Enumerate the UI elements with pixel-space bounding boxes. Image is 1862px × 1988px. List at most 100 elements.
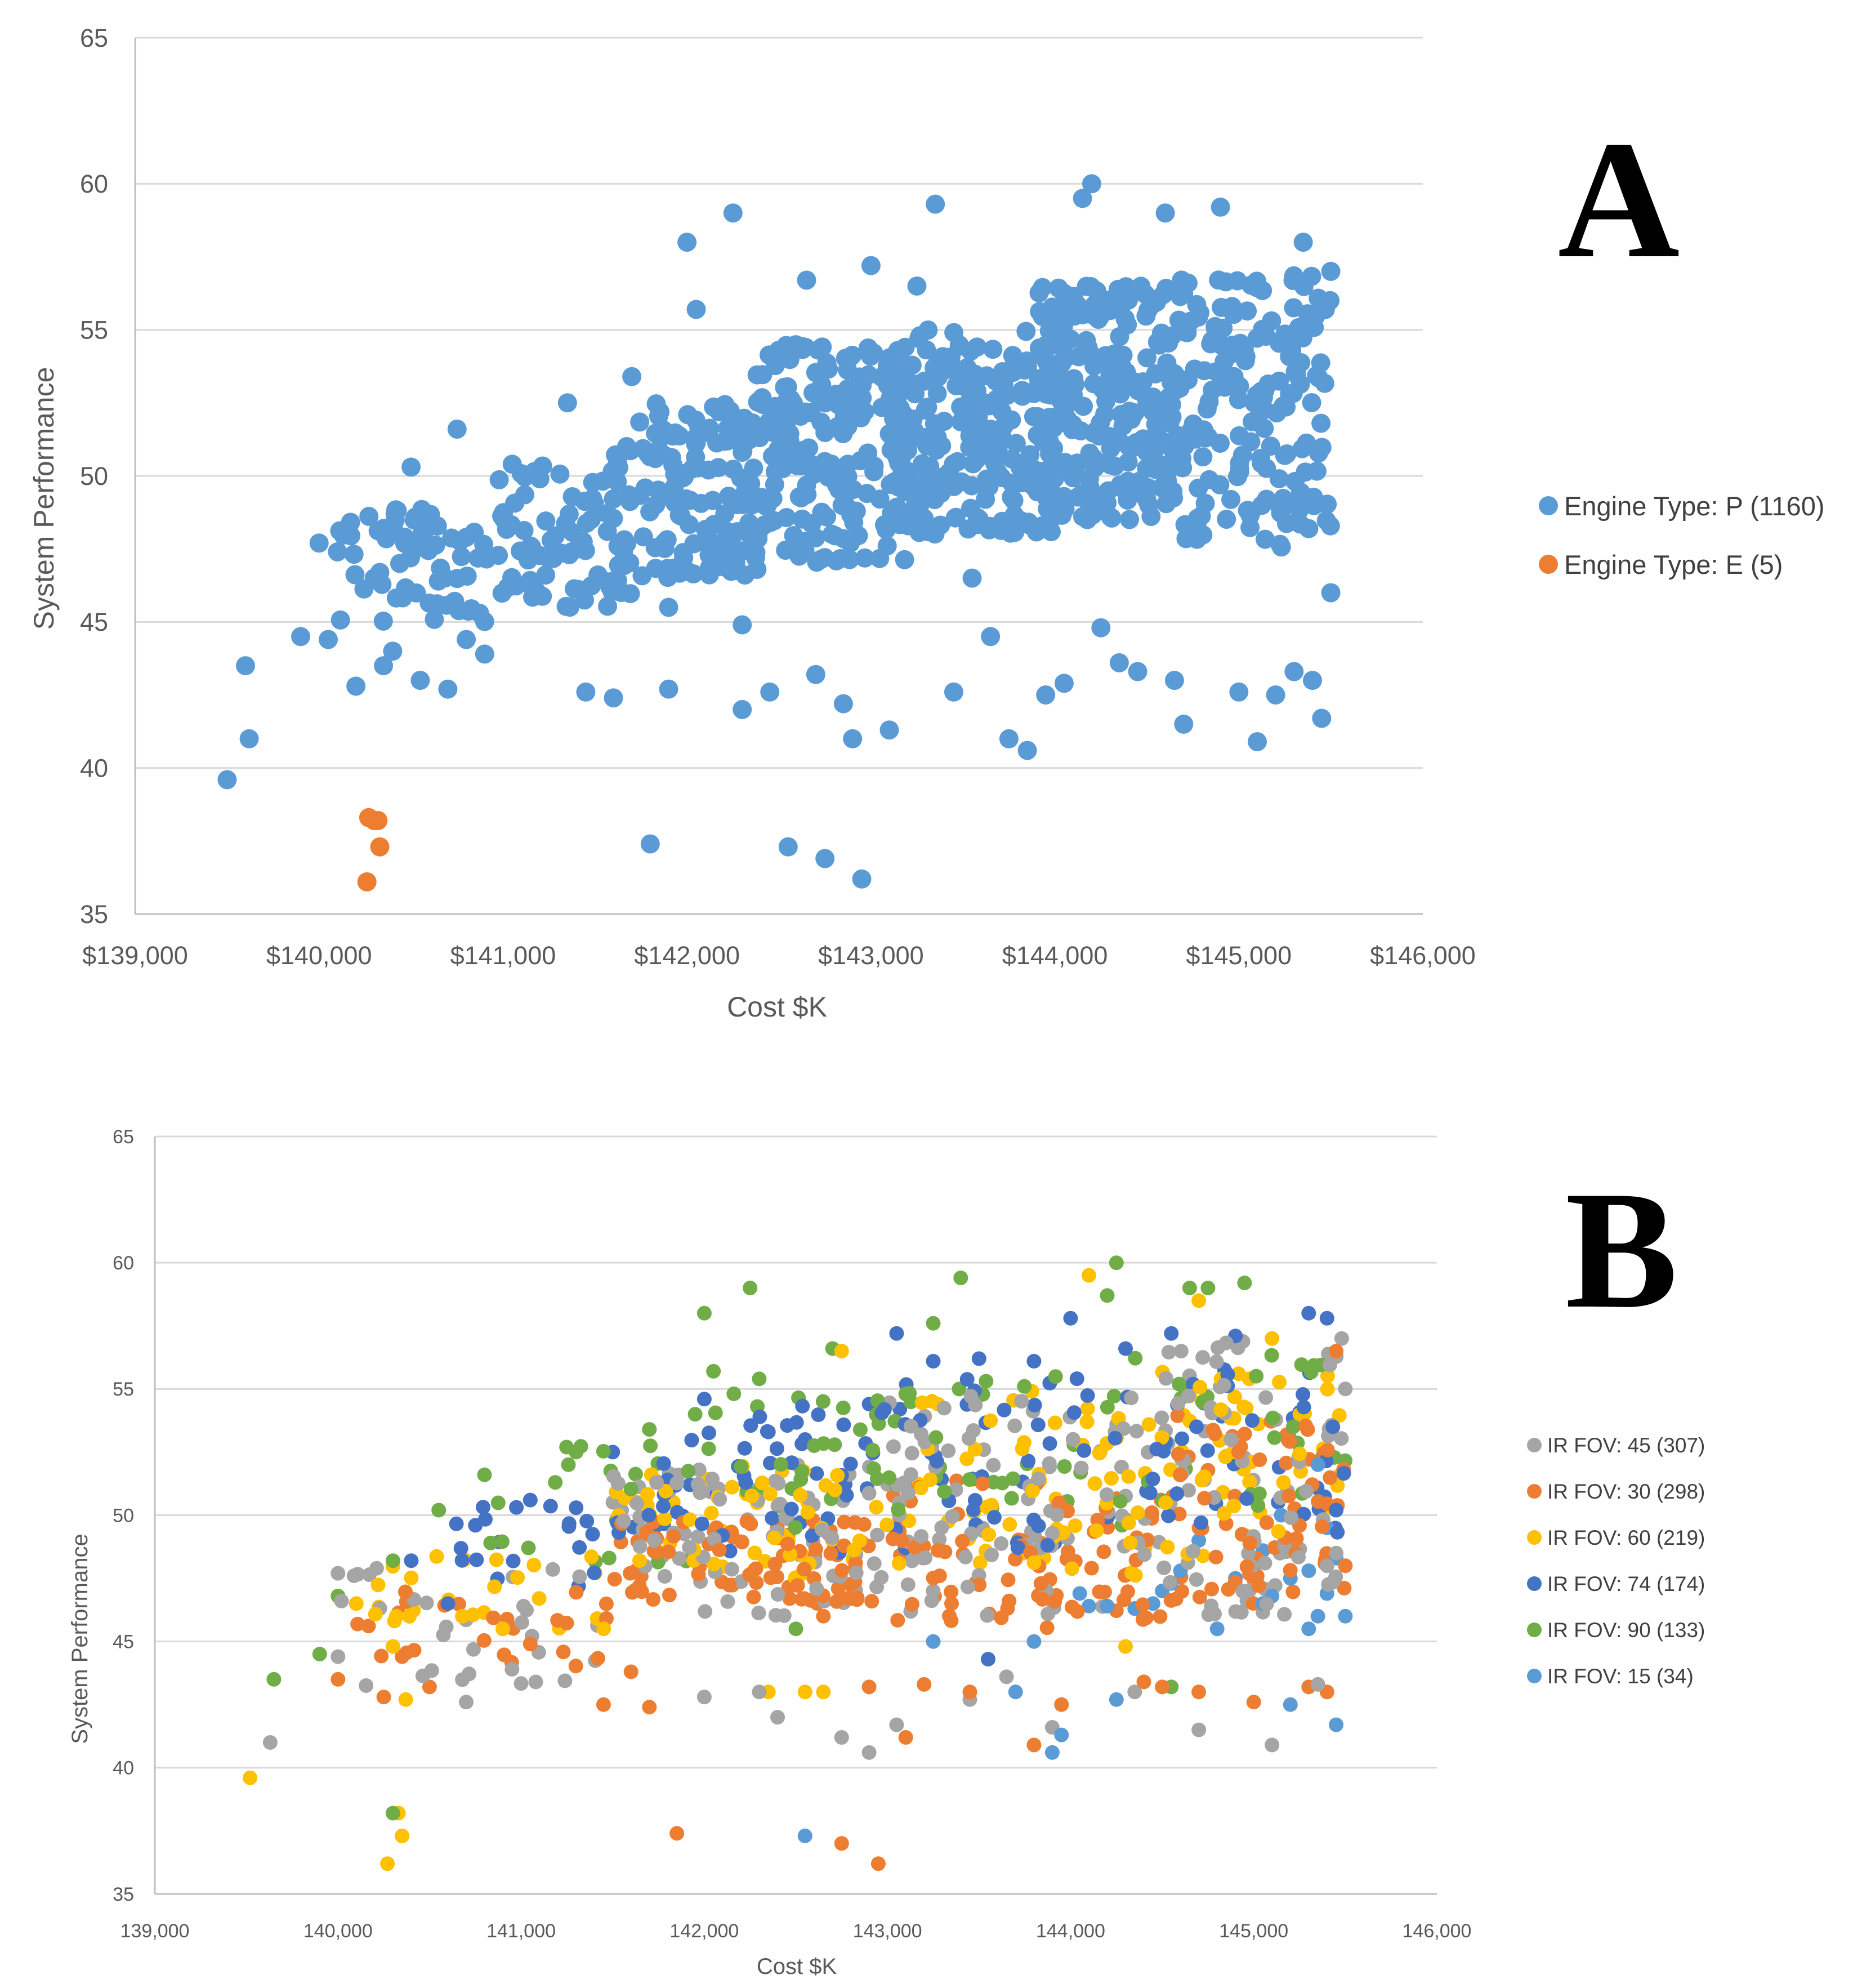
data-point: [1077, 331, 1096, 350]
legend-label: IR FOV: 15 (34): [1547, 1665, 1694, 1688]
data-point: [1025, 1483, 1040, 1499]
data-point: [1320, 291, 1340, 310]
data-point: [914, 1395, 930, 1410]
data-point: [765, 511, 784, 531]
data-point: [475, 612, 494, 631]
data-point: [459, 1695, 474, 1710]
data-point: [698, 523, 717, 542]
legend-item[interactable]: IR FOV: 74 (174): [1527, 1572, 1705, 1595]
data-point: [1192, 1589, 1207, 1604]
data-point: [1283, 1563, 1298, 1578]
data-point: [515, 467, 535, 487]
data-point: [1047, 1594, 1062, 1609]
data-point: [765, 462, 785, 482]
legend-label: IR FOV: 30 (298): [1547, 1480, 1705, 1503]
data-point: [895, 550, 914, 569]
data-point: [562, 487, 582, 506]
data-point: [1099, 1487, 1114, 1502]
legend-item[interactable]: IR FOV: 30 (298): [1527, 1480, 1705, 1503]
data-point: [608, 452, 627, 471]
data-point: [623, 1664, 638, 1679]
data-point: [739, 430, 759, 450]
data-point: [1241, 432, 1261, 452]
data-point: [784, 1501, 799, 1517]
legend-marker: [1527, 1623, 1542, 1637]
data-point: [979, 1499, 994, 1514]
data-point: [1224, 1432, 1239, 1447]
data-point: [793, 1488, 808, 1503]
data-point: [640, 834, 660, 854]
data-point: [1235, 1584, 1251, 1599]
data-point: [801, 403, 820, 422]
legend-item[interactable]: Engine Type: E (5): [1539, 550, 1783, 580]
data-point: [896, 416, 916, 436]
data-point: [946, 507, 966, 527]
data-point: [1265, 1737, 1280, 1753]
data-point: [1052, 353, 1072, 373]
data-point: [948, 1482, 963, 1497]
data-point: [395, 533, 414, 553]
data-point: [1089, 1523, 1104, 1538]
data-point: [789, 1415, 804, 1430]
data-point: [1264, 1348, 1279, 1363]
data-point: [907, 1540, 922, 1555]
data-point: [788, 1621, 803, 1637]
data-point: [374, 1648, 389, 1664]
data-point: [867, 1556, 882, 1571]
data-point: [609, 555, 628, 575]
data-point: [890, 1613, 905, 1628]
legend-item[interactable]: IR FOV: 15 (34): [1527, 1665, 1694, 1688]
legend-item[interactable]: IR FOV: 45 (307): [1527, 1434, 1705, 1457]
data-point: [999, 729, 1019, 748]
data-point: [981, 627, 1001, 647]
data-point: [879, 720, 899, 740]
data-point: [771, 423, 791, 443]
data-point: [1129, 279, 1149, 298]
data-point: [1243, 1536, 1258, 1550]
legend-item[interactable]: IR FOV: 60 (219): [1527, 1526, 1705, 1549]
data-point: [1217, 510, 1236, 529]
data-point: [712, 1492, 727, 1507]
data-point: [743, 1281, 758, 1295]
data-point: [795, 1398, 810, 1414]
data-point: [981, 1527, 996, 1543]
data-point: [1277, 1607, 1292, 1622]
legend-item[interactable]: IR FOV: 90 (133): [1527, 1619, 1705, 1642]
data-point: [1329, 1545, 1344, 1561]
data-point: [1309, 443, 1328, 463]
data-point: [455, 1608, 470, 1624]
data-point: [752, 1409, 767, 1424]
data-point: [1096, 1544, 1111, 1559]
data-point: [902, 355, 922, 375]
data-point: [1296, 1387, 1311, 1402]
data-point: [1044, 1745, 1060, 1760]
data-point: [405, 507, 425, 527]
data-point: [824, 390, 844, 410]
data-point: [738, 1475, 753, 1490]
data-point: [331, 1566, 346, 1581]
data-point: [1063, 1311, 1078, 1326]
data-point: [475, 644, 494, 664]
data-point: [611, 583, 631, 602]
data-point: [1123, 1535, 1138, 1550]
chart-panel-b: 35 40 45 50 55 60 65 139,000 140,000 141,000 142,0…: [68, 1126, 1705, 1979]
data-point: [452, 547, 471, 567]
data-point: [790, 1578, 805, 1593]
data-point: [907, 276, 927, 296]
data-point: [1221, 489, 1240, 509]
data-point: [1329, 1344, 1344, 1359]
data-point: [767, 1530, 782, 1545]
data-point: [1200, 1443, 1215, 1458]
data-point: [754, 1476, 770, 1491]
data-point: [410, 671, 430, 690]
data-point: [1218, 1449, 1233, 1464]
x-tick-label: $140,000: [266, 941, 372, 970]
data-point: [604, 509, 623, 528]
data-point: [380, 1856, 395, 1871]
data-point: [1030, 1418, 1046, 1433]
data-point: [832, 496, 852, 515]
legend-item[interactable]: Engine Type: P (1160): [1539, 491, 1825, 521]
data-point: [561, 1457, 576, 1472]
data-point: [1291, 1549, 1306, 1564]
data-point: [483, 1535, 498, 1550]
